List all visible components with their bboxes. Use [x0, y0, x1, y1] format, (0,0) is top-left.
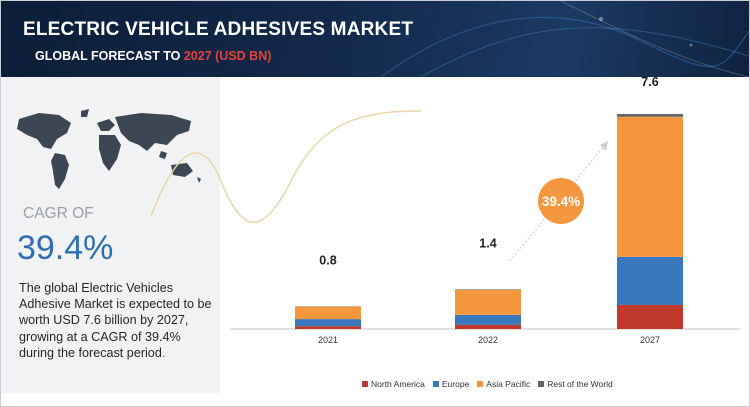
bar-segment-2021-europe [295, 319, 361, 327]
cagr-value: 39.4% [17, 229, 114, 267]
header-light-streaks [380, 1, 749, 77]
bar-segment-2022-asia-pacific [455, 289, 521, 315]
header-banner: ELECTRIC VEHICLE ADHESIVES MARKET GLOBAL… [1, 1, 749, 77]
x-tick-label-2021: 2021 [318, 335, 338, 345]
total-label-2027: 7.6 [641, 77, 658, 89]
cagr-badge-circle [538, 178, 584, 224]
page-subtitle: GLOBAL FORECAST TO 2027 (USD BN) [35, 49, 271, 63]
chart-legend: North America Europe Asia Pacific Rest o… [362, 379, 613, 389]
bar-segment-2022-rest-of-the-world [455, 289, 521, 290]
world-map-icon [17, 109, 201, 189]
page-title: ELECTRIC VEHICLE ADHESIVES MARKET [23, 19, 414, 40]
subtitle-highlight: 2027 (USD BN) [183, 49, 272, 63]
legend-item: Europe [432, 379, 470, 389]
bar-segment-2021-north-america [295, 326, 361, 329]
market-description: The global Electric Vehicles Adhesive Ma… [19, 280, 215, 361]
description-period: . [161, 345, 166, 360]
cagr-badge: 39.4% [538, 178, 584, 224]
legend-label-rest-of-world: Rest of the World [547, 379, 613, 389]
bar-segment-2021-asia-pacific [295, 306, 361, 320]
legend-item: Asia Pacific [477, 379, 530, 389]
x-tick-label-2027: 2027 [640, 335, 660, 345]
bar-segment-2027-asia-pacific [617, 116, 683, 257]
legend-swatch-europe [432, 381, 439, 387]
total-label-2022: 1.4 [479, 236, 496, 250]
subtitle-prefix: GLOBAL FORECAST TO [35, 49, 181, 63]
legend-swatch-north-america [362, 381, 368, 387]
bar-segment-2027-europe [617, 256, 683, 305]
bar-segment-2022-north-america [455, 324, 521, 329]
description-text: The global Electric Vehicles Adhesive Ma… [19, 281, 212, 360]
legend-swatch-rest-of-world [538, 381, 545, 387]
stacked-bar-chart: 0.8 2021 1.4 2022 7.6 2027 39.4% [230, 77, 740, 345]
legend-label-europe: Europe [441, 379, 470, 389]
bar-segment-2022-europe [455, 314, 521, 325]
legend-label-asia-pacific: Asia Pacific [486, 379, 531, 389]
summary-panel: CAGR OF 39.4% The global Electric Vehicl… [1, 77, 220, 393]
x-tick-label-2022: 2022 [478, 335, 498, 345]
legend-swatch-asia-pacific [477, 381, 484, 387]
legend-item: North America [362, 379, 425, 389]
cagr-badge-label: 39.4% [542, 194, 580, 209]
cagr-label: CAGR OF [23, 205, 94, 222]
legend-item: Rest of the World [538, 379, 613, 389]
bar-segment-2027-rest-of-the-world [617, 113, 683, 117]
bar-segment-2027-north-america [617, 304, 683, 329]
total-label-2021: 0.8 [319, 253, 336, 267]
legend-label-north-america: North America [371, 379, 425, 389]
